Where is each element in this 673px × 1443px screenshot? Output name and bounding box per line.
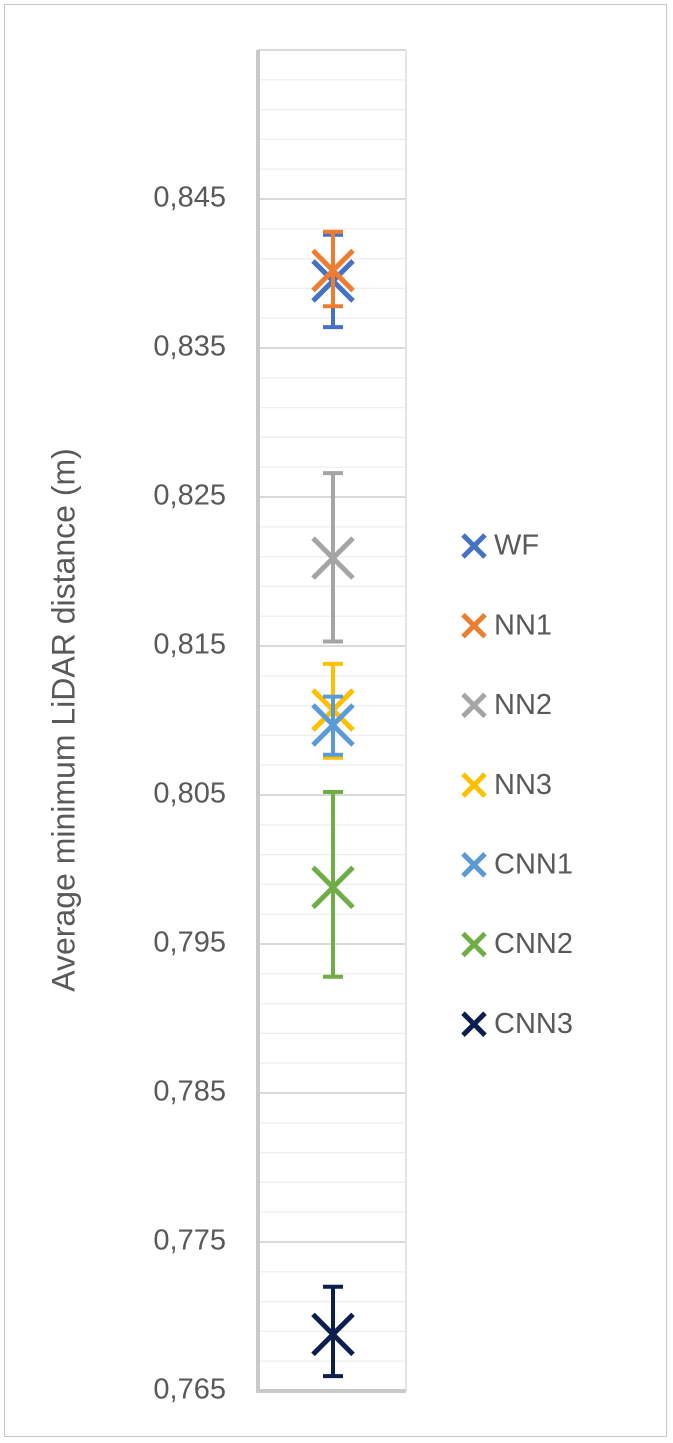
point-cnn1-marker-stroke-b [311,703,355,747]
y-tick-labels: 0,765 0,775 0,785 0,795 0,805 0,815 0,825 0,835… [153,182,226,1406]
legend-cnn1-marker-stroke-b [461,852,487,878]
point-nn2-marker-stroke-b [311,536,355,580]
series-nn1 [311,229,355,309]
legend-item-nn3: NN3 [461,769,552,801]
series-cnn1 [311,694,355,757]
legend-cnn2-marker-stroke-b [461,931,487,958]
legend-nn3-marker-stroke-b [461,772,487,798]
legend: WF NN1 NN2 NN3 CNN1 CNN2 CNN3 [461,530,573,1040]
y-tick-label: 0,825 [153,480,226,512]
y-tick-label: 0,845 [153,182,226,214]
legend-label-nn2: NN2 [494,689,552,721]
series-cnn3 [311,1284,355,1379]
legend-label-wf: WF [494,530,539,562]
legend-nn1-marker-stroke-b [461,612,487,639]
y-tick-label: 0,805 [153,778,226,810]
legend-label-nn1: NN1 [494,609,552,641]
y-axis-title: Average minimum LiDAR distance (m) [45,448,81,992]
legend-item-wf: WF [461,530,539,562]
axis-layer [256,50,406,1393]
legend-label-cnn1: CNN1 [494,848,573,880]
y-tick-label: 0,775 [153,1225,226,1257]
legend-label-cnn3: CNN3 [494,1008,573,1040]
legend-item-cnn3: CNN3 [461,1008,573,1040]
series-cnn2 [311,790,355,979]
y-tick-label: 0,815 [153,629,226,661]
legend-item-cnn1: CNN1 [461,848,573,880]
legend-item-nn2: NN2 [461,689,552,721]
legend-cnn3-marker-stroke-b [461,1011,487,1037]
legend-label-cnn2: CNN2 [494,928,573,960]
series-layer [311,229,355,1379]
legend-item-nn1: NN1 [461,609,552,641]
y-tick-label: 0,785 [153,1076,226,1108]
series-nn2 [311,471,355,644]
legend-label-nn3: NN3 [494,769,552,801]
point-cnn2-marker-stroke-b [311,865,355,910]
point-cnn3-marker-stroke-b [311,1312,355,1357]
legend-item-cnn2: CNN2 [461,928,573,960]
y-tick-label: 0,835 [153,331,226,363]
point-nn1-marker-stroke-b [311,248,355,293]
y-tick-label: 0,765 [153,1374,226,1406]
legend-wf-marker-stroke-b [461,533,487,559]
y-tick-label: 0,795 [153,927,226,959]
legend-nn2-marker-stroke-b [461,692,487,719]
